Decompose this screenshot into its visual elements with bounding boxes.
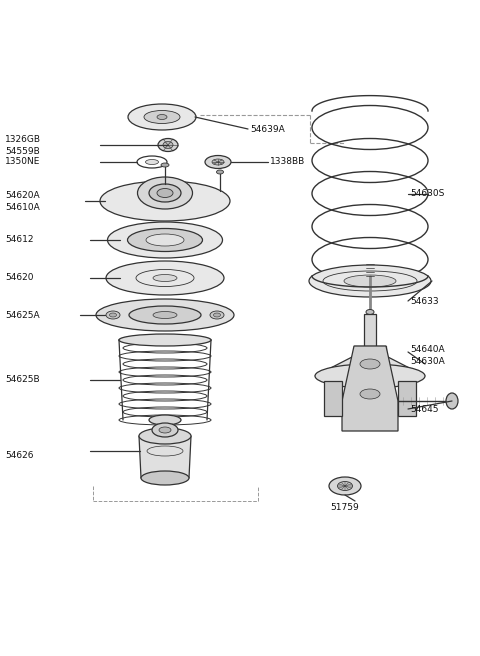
Ellipse shape bbox=[146, 234, 184, 246]
Ellipse shape bbox=[159, 427, 171, 433]
Ellipse shape bbox=[344, 275, 396, 287]
Text: 54559B: 54559B bbox=[5, 146, 40, 155]
Ellipse shape bbox=[315, 364, 425, 388]
Text: 54630A: 54630A bbox=[410, 356, 445, 365]
Ellipse shape bbox=[153, 274, 177, 281]
Polygon shape bbox=[315, 356, 425, 376]
Polygon shape bbox=[139, 436, 191, 478]
Ellipse shape bbox=[161, 163, 169, 167]
Ellipse shape bbox=[163, 142, 173, 148]
Ellipse shape bbox=[109, 313, 117, 317]
Ellipse shape bbox=[129, 306, 201, 324]
Ellipse shape bbox=[149, 184, 181, 202]
Ellipse shape bbox=[141, 471, 189, 485]
Text: 54620A: 54620A bbox=[5, 192, 40, 201]
Polygon shape bbox=[354, 349, 386, 369]
Ellipse shape bbox=[128, 104, 196, 130]
Text: 54620: 54620 bbox=[5, 274, 34, 283]
Polygon shape bbox=[342, 346, 398, 431]
Text: 1338BB: 1338BB bbox=[270, 157, 305, 167]
Ellipse shape bbox=[128, 228, 203, 251]
Ellipse shape bbox=[100, 181, 230, 221]
Ellipse shape bbox=[106, 311, 120, 319]
Ellipse shape bbox=[96, 299, 234, 331]
Ellipse shape bbox=[360, 359, 380, 369]
Ellipse shape bbox=[205, 155, 231, 169]
Ellipse shape bbox=[137, 177, 192, 209]
Text: 54612: 54612 bbox=[5, 236, 34, 245]
Ellipse shape bbox=[152, 423, 178, 437]
Text: 54639A: 54639A bbox=[250, 125, 285, 134]
Text: 54625A: 54625A bbox=[5, 310, 40, 319]
Ellipse shape bbox=[145, 159, 158, 165]
Polygon shape bbox=[364, 314, 376, 349]
Ellipse shape bbox=[108, 222, 223, 258]
Text: 54633: 54633 bbox=[410, 297, 439, 306]
Ellipse shape bbox=[446, 393, 458, 409]
Ellipse shape bbox=[212, 159, 224, 165]
Text: 54610A: 54610A bbox=[5, 203, 40, 211]
Ellipse shape bbox=[329, 477, 361, 495]
Text: 51759: 51759 bbox=[331, 504, 360, 512]
Polygon shape bbox=[398, 381, 416, 416]
Ellipse shape bbox=[106, 261, 224, 295]
Ellipse shape bbox=[153, 312, 177, 319]
Ellipse shape bbox=[360, 389, 380, 399]
Text: 1326GB: 1326GB bbox=[5, 136, 41, 144]
Ellipse shape bbox=[354, 365, 386, 373]
Ellipse shape bbox=[309, 265, 431, 297]
Polygon shape bbox=[354, 346, 386, 369]
Text: 54626: 54626 bbox=[5, 451, 34, 461]
Ellipse shape bbox=[354, 352, 386, 360]
Text: 1350NE: 1350NE bbox=[5, 157, 40, 167]
Polygon shape bbox=[324, 381, 342, 416]
Ellipse shape bbox=[214, 313, 220, 317]
Ellipse shape bbox=[210, 311, 224, 319]
Ellipse shape bbox=[149, 415, 181, 425]
Ellipse shape bbox=[139, 428, 191, 444]
Ellipse shape bbox=[337, 482, 352, 491]
Ellipse shape bbox=[158, 138, 178, 152]
Text: 54640A: 54640A bbox=[410, 346, 444, 354]
Text: 54645: 54645 bbox=[410, 405, 439, 413]
Ellipse shape bbox=[119, 334, 211, 346]
Ellipse shape bbox=[157, 188, 173, 197]
Ellipse shape bbox=[157, 115, 167, 119]
Text: 54630S: 54630S bbox=[410, 189, 444, 198]
Ellipse shape bbox=[366, 310, 374, 314]
Ellipse shape bbox=[216, 170, 224, 174]
Text: 54625B: 54625B bbox=[5, 375, 40, 384]
Ellipse shape bbox=[144, 110, 180, 123]
